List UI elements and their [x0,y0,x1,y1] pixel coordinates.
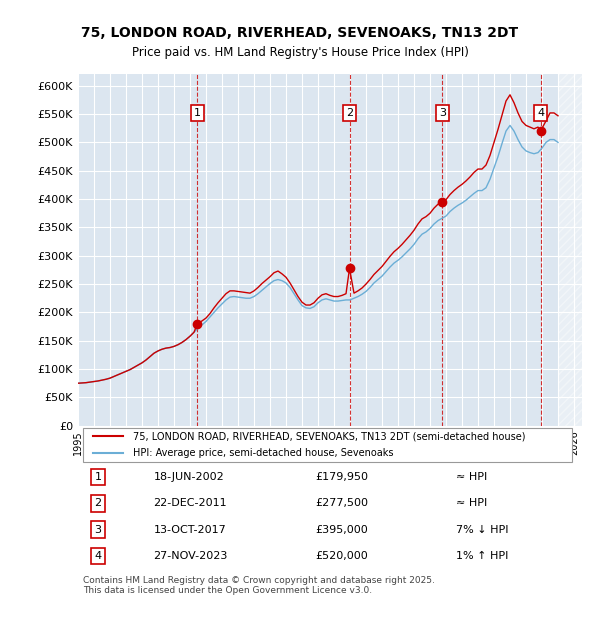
FancyBboxPatch shape [83,428,572,462]
Text: Contains HM Land Registry data © Crown copyright and database right 2025.
This d: Contains HM Land Registry data © Crown c… [83,576,435,595]
Text: 22-DEC-2011: 22-DEC-2011 [154,498,227,508]
Text: 18-JUN-2002: 18-JUN-2002 [154,472,224,482]
Text: 13-OCT-2017: 13-OCT-2017 [154,525,226,535]
Text: 75, LONDON ROAD, RIVERHEAD, SEVENOAKS, TN13 2DT (semi-detached house): 75, LONDON ROAD, RIVERHEAD, SEVENOAKS, T… [133,432,526,441]
Text: £520,000: £520,000 [315,551,368,561]
Text: HPI: Average price, semi-detached house, Sevenoaks: HPI: Average price, semi-detached house,… [133,448,394,458]
Text: ≈ HPI: ≈ HPI [456,472,487,482]
Text: 4: 4 [537,108,544,118]
Text: 2: 2 [346,108,353,118]
Text: £395,000: £395,000 [315,525,368,535]
Text: 3: 3 [95,525,101,535]
Text: 27-NOV-2023: 27-NOV-2023 [154,551,228,561]
Text: £277,500: £277,500 [315,498,368,508]
Text: 75, LONDON ROAD, RIVERHEAD, SEVENOAKS, TN13 2DT: 75, LONDON ROAD, RIVERHEAD, SEVENOAKS, T… [82,26,518,40]
Text: 2: 2 [95,498,102,508]
Text: 3: 3 [439,108,446,118]
Text: 1: 1 [194,108,201,118]
Text: 7% ↓ HPI: 7% ↓ HPI [456,525,509,535]
Text: £179,950: £179,950 [315,472,368,482]
Text: Price paid vs. HM Land Registry's House Price Index (HPI): Price paid vs. HM Land Registry's House … [131,46,469,59]
Text: 1: 1 [95,472,101,482]
Text: 4: 4 [95,551,102,561]
Text: ≈ HPI: ≈ HPI [456,498,487,508]
Text: 1% ↑ HPI: 1% ↑ HPI [456,551,508,561]
